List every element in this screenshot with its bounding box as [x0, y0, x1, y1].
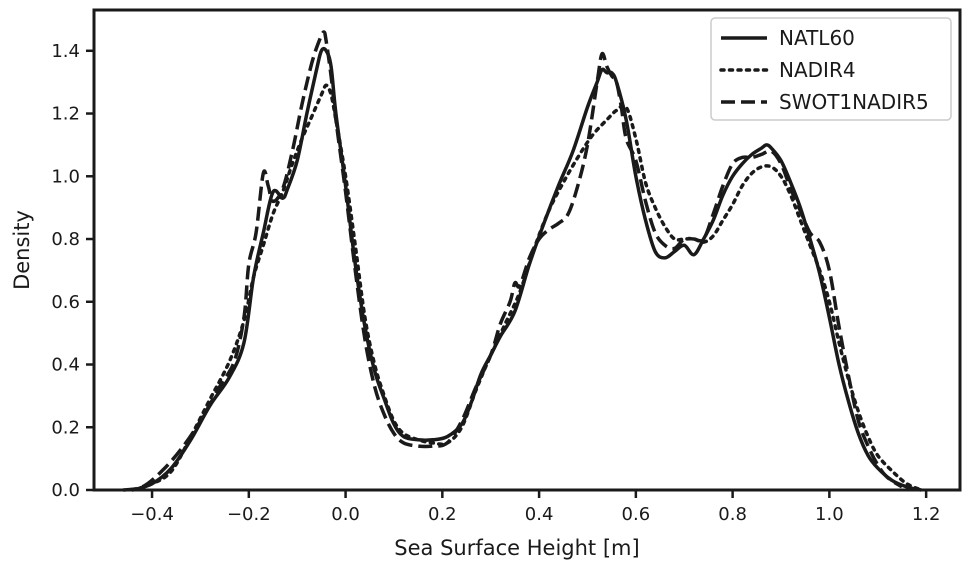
x-axis-label: Sea Surface Height [m] — [394, 536, 639, 560]
y-tick-label: 0.8 — [51, 229, 80, 250]
plot-frame — [92, 8, 962, 492]
y-tick-label: 0.2 — [51, 417, 80, 438]
x-tick-label: 0.8 — [718, 504, 747, 525]
legend-label: SWOT1NADIR5 — [779, 90, 929, 114]
axes: −0.4 −0.2 0.0 0.2 0.4 0.6 0.8 1.0 1.2 0.0 0.2 0.4 0.… — [51, 41, 940, 525]
y-tick-label: 1.4 — [51, 41, 80, 62]
x-tick-label: 0.0 — [331, 504, 360, 525]
y-tick-label: 0.0 — [51, 480, 80, 501]
x-tick-label: 0.2 — [428, 504, 457, 525]
legend-item-natl60[interactable]: NATL60 — [721, 26, 855, 50]
y-tick-label: 0.4 — [51, 355, 80, 376]
x-tick-label: −0.2 — [227, 504, 271, 525]
legend-item-swot1nadir5[interactable]: SWOT1NADIR5 — [721, 90, 929, 114]
y-tick-label: 1.0 — [51, 166, 80, 187]
legend-box — [710, 17, 952, 121]
y-tick-label: 0.6 — [51, 292, 80, 313]
series-line-swot1nadir5 — [122, 30, 903, 492]
series-line-nadir4 — [130, 83, 924, 492]
x-tick-label: 0.6 — [622, 504, 651, 525]
series-lines — [122, 30, 924, 492]
legend-item-nadir4[interactable]: NADIR4 — [719, 58, 856, 82]
x-tick-label: 1.2 — [912, 504, 941, 525]
y-tick-label: 1.2 — [51, 104, 80, 125]
legend[interactable]: NATL60 NADIR4 SWOT1NADIR5 — [710, 17, 952, 121]
axes-border — [92, 8, 962, 492]
x-tick-label: 1.0 — [815, 504, 844, 525]
y-axis-label: Density — [10, 210, 34, 290]
legend-label: NADIR4 — [779, 58, 856, 82]
x-tick-label: 0.4 — [525, 504, 554, 525]
x-tick-label: −0.4 — [130, 504, 174, 525]
legend-label: NATL60 — [779, 26, 855, 50]
